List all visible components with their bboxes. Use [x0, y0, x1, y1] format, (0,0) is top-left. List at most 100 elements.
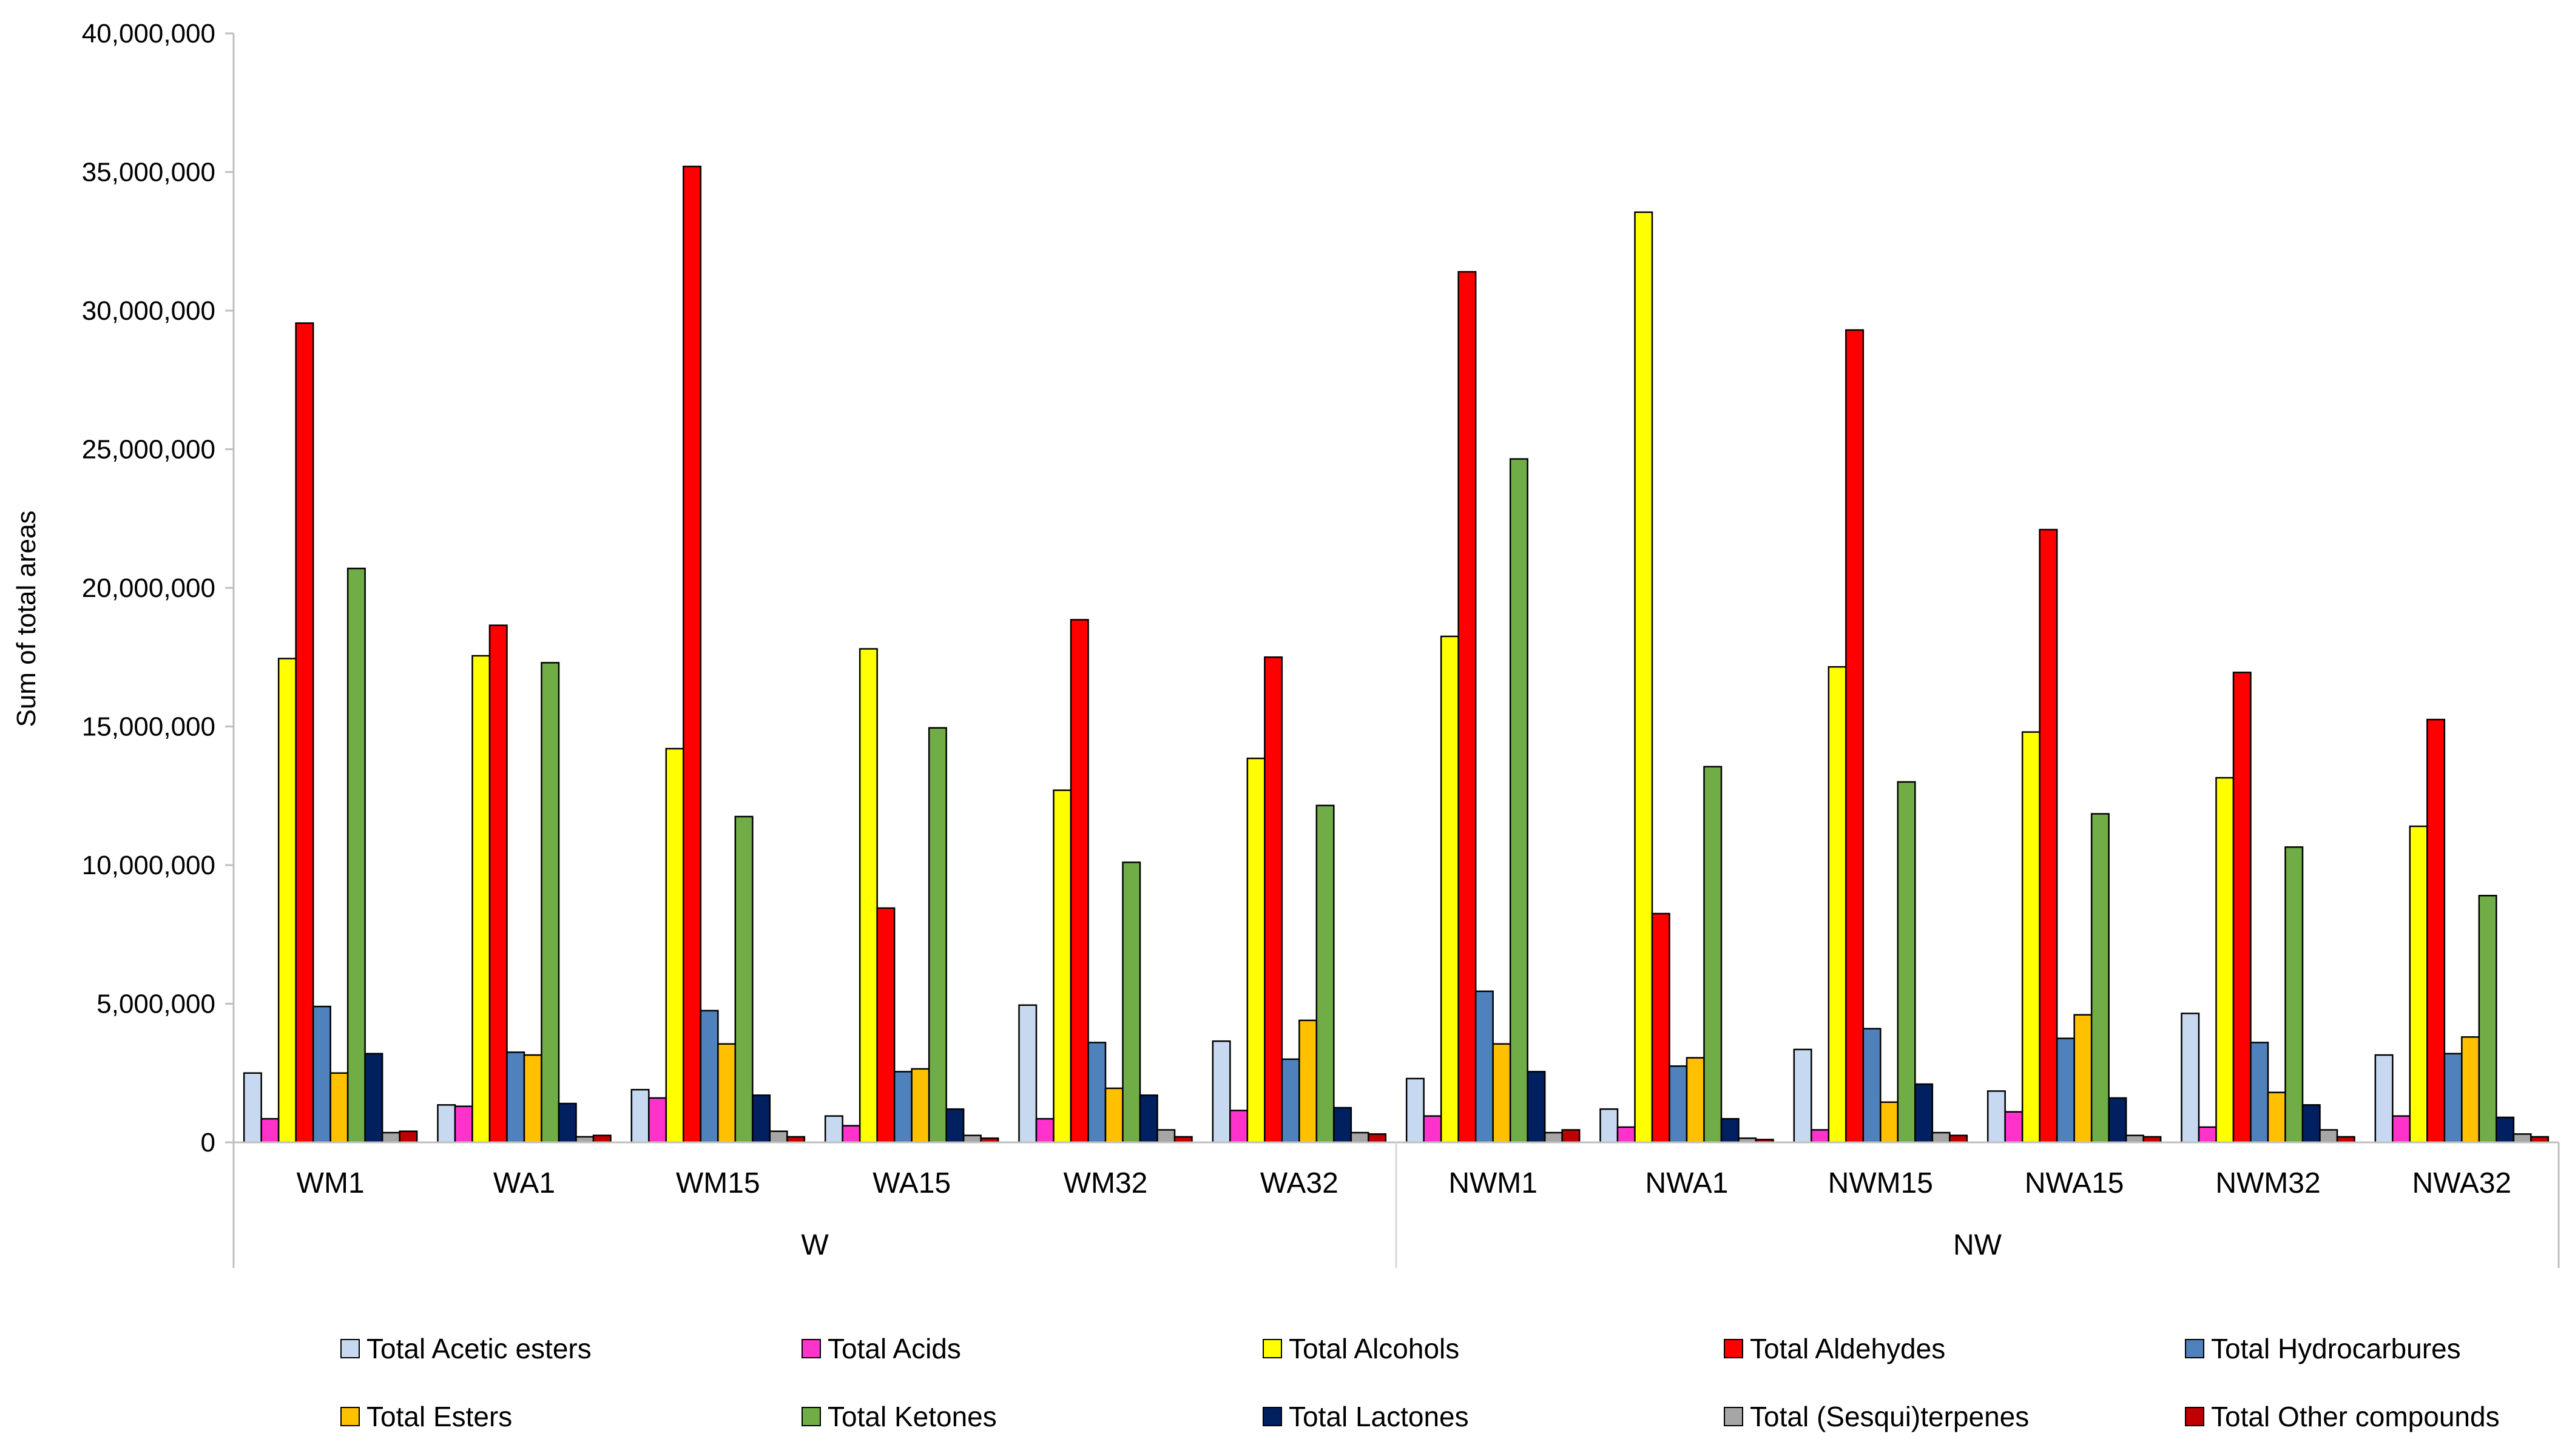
bar-total-sesqui-terpenes-nwm15 — [1931, 1131, 1951, 1144]
legend-item: Total Esters — [340, 1401, 512, 1432]
bar-total-lactones-wm15 — [752, 1094, 771, 1144]
y-tick-label: 5,000,000 — [96, 989, 215, 1019]
bar-total-aldehydes-nwm1 — [1457, 271, 1477, 1144]
legend-swatch — [1724, 1407, 1743, 1426]
bar-total-acids-wa15 — [842, 1125, 861, 1144]
bar-total-ketones-wm32 — [1122, 861, 1141, 1144]
legend-item: Total Acids — [802, 1333, 961, 1364]
bar-total-acetic-esters-wa1 — [437, 1104, 456, 1144]
y-tick-label: 40,000,000 — [82, 19, 215, 49]
bar-total-aldehydes-nwm32 — [2232, 672, 2252, 1144]
legend-label: Total Lactones — [1289, 1401, 1469, 1432]
bar-total-aldehydes-wm32 — [1070, 619, 1089, 1144]
bar-total-acids-nwm1 — [1423, 1115, 1442, 1144]
bar-total-esters-nwa32 — [2461, 1036, 2480, 1144]
y-tick-label: 25,000,000 — [82, 435, 215, 465]
bar-total-alcohols-nwa1 — [1634, 211, 1653, 1144]
bar-total-lactones-wm32 — [1139, 1094, 1158, 1144]
bar-total-ketones-nwa15 — [2090, 813, 2110, 1144]
bar-total-sesqui-terpenes-wm32 — [1156, 1129, 1176, 1144]
x-tick-label: NWA1 — [1645, 1167, 1729, 1199]
legend-swatch — [1724, 1339, 1743, 1358]
bar-total-aldehydes-wa1 — [488, 624, 508, 1144]
bar-total-esters-nwa1 — [1686, 1057, 1705, 1144]
bar-total-hydrocarbures-wa32 — [1281, 1058, 1300, 1144]
bar-total-hydrocarbures-nwm15 — [1862, 1028, 1882, 1144]
x-tick-label: NWA15 — [2025, 1167, 2124, 1199]
y-tick-label: 15,000,000 — [82, 712, 215, 742]
bar-total-acetic-esters-nwa15 — [1986, 1090, 2006, 1144]
bar-total-aldehydes-wa15 — [876, 907, 896, 1144]
legend-label: Total Alcohols — [1289, 1333, 1459, 1364]
x-tick-label: WA15 — [873, 1167, 951, 1199]
bar-total-other-compounds-wa32 — [1368, 1133, 1387, 1144]
bar-total-aldehydes-nwa32 — [2426, 718, 2446, 1144]
bar-total-other-compounds-nwm1 — [1561, 1129, 1581, 1144]
bar-total-esters-wm1 — [329, 1072, 349, 1144]
bar-total-aldehydes-nwa1 — [1651, 912, 1670, 1144]
x-tick-label: NWM32 — [2215, 1167, 2320, 1199]
bar-total-sesqui-terpenes-nwm1 — [1544, 1131, 1563, 1144]
bar-total-ketones-nwa32 — [2478, 895, 2497, 1144]
bar-total-aldehydes-wm1 — [295, 322, 314, 1144]
bar-total-alcohols-nwa32 — [2409, 825, 2428, 1144]
bar-total-acids-wa32 — [1229, 1110, 1249, 1144]
legend-label: Total Ketones — [828, 1401, 997, 1432]
bar-total-alcohols-wm1 — [277, 658, 297, 1144]
bar-total-acetic-esters-wa32 — [1212, 1040, 1231, 1144]
legend-label: Total Other compounds — [2211, 1401, 2500, 1432]
bar-total-other-compounds-nwm15 — [1949, 1134, 1968, 1144]
bar-total-lactones-nwa15 — [2108, 1097, 2127, 1144]
bar-total-acetic-esters-nwm1 — [1405, 1077, 1425, 1144]
x-tick-label: WM1 — [297, 1167, 365, 1199]
bar-total-other-compounds-wm1 — [399, 1130, 418, 1144]
bar-total-aldehydes-wm15 — [683, 166, 702, 1144]
bar-total-hydrocarbures-nwa15 — [2056, 1037, 2075, 1144]
legend-label: Total Acetic esters — [366, 1333, 592, 1364]
bar-total-hydrocarbures-wm1 — [312, 1005, 331, 1144]
bar-total-alcohols-nwm15 — [1828, 666, 1847, 1144]
bar-total-esters-nwm32 — [2267, 1091, 2286, 1144]
bar-total-alcohols-wm32 — [1053, 789, 1072, 1144]
legend-swatch — [802, 1407, 821, 1426]
legend-swatch — [1263, 1339, 1282, 1358]
bar-total-lactones-nwm32 — [2301, 1104, 2321, 1144]
bar-total-aldehydes-wa32 — [1264, 656, 1283, 1144]
bar-total-ketones-nwm15 — [1897, 781, 1916, 1144]
bar-total-alcohols-wa32 — [1246, 757, 1266, 1144]
bar-total-ketones-wa15 — [928, 727, 947, 1144]
x-tick-label: NWM1 — [1448, 1167, 1537, 1199]
legend-swatch — [340, 1339, 360, 1358]
bar-total-alcohols-nwm1 — [1440, 635, 1459, 1144]
bar-total-lactones-wm1 — [364, 1053, 383, 1144]
legend-label: Total Aldehydes — [1750, 1333, 1945, 1364]
legend-label: Total Esters — [366, 1401, 512, 1432]
legend-item: Total Ketones — [802, 1401, 997, 1432]
bar-total-acetic-esters-nwa1 — [1599, 1108, 1619, 1144]
bar-total-hydrocarbures-wa1 — [506, 1051, 525, 1144]
bar-total-lactones-nwm1 — [1527, 1071, 1546, 1144]
y-axis: Sum of total areas — [12, 33, 235, 1268]
x-tick-label: NWA32 — [2412, 1167, 2512, 1199]
bar-total-lactones-nwm15 — [1914, 1083, 1934, 1144]
group-label: NW — [1953, 1229, 2002, 1261]
bars — [243, 166, 2550, 1144]
bar-total-ketones-wa32 — [1315, 804, 1335, 1144]
y-tick-label: 10,000,000 — [82, 851, 215, 880]
legend-item: Total Alcohols — [1263, 1333, 1459, 1364]
bar-total-alcohols-nwa15 — [2021, 731, 2040, 1144]
bar-total-hydrocarbures-wm32 — [1087, 1042, 1107, 1144]
bar-total-sesqui-terpenes-wm15 — [769, 1130, 788, 1144]
bar-total-hydrocarbures-nwm32 — [2250, 1042, 2269, 1144]
bar-total-acids-wm15 — [648, 1097, 667, 1144]
x-tick-label: WA32 — [1260, 1167, 1338, 1199]
bar-total-lactones-wa32 — [1333, 1107, 1352, 1144]
bar-total-esters-wa15 — [911, 1068, 930, 1144]
bar-total-acids-wm1 — [260, 1117, 280, 1144]
bar-total-sesqui-terpenes-wm1 — [381, 1131, 400, 1144]
x-axis: WM1 WA1 WM15 WA15 WM32 WA32 NWM1 NWA1 NWM15 NWA15… — [234, 1141, 2560, 1268]
bar-total-lactones-nwa1 — [1720, 1117, 1740, 1144]
legend-label: Total Hydrocarbures — [2211, 1333, 2461, 1364]
bar-total-hydrocarbures-nwa32 — [2443, 1053, 2463, 1144]
